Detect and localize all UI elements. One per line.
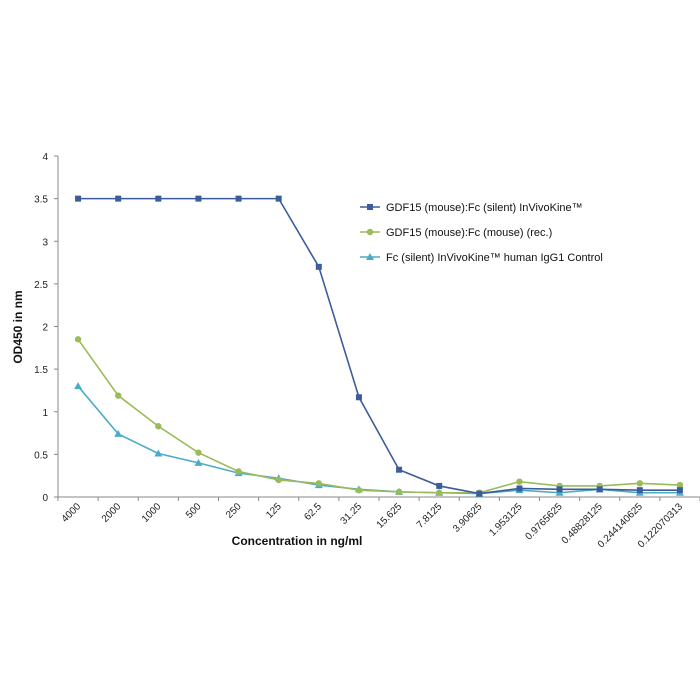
square-marker xyxy=(315,263,322,270)
triangle-marker xyxy=(74,382,83,390)
x-axis-ticks: 4000 2000 1000 500 250 125 62.5 31.25 15.625 7.81… xyxy=(57,497,700,550)
y-tick-label: 3 xyxy=(42,237,48,248)
circle-marker xyxy=(195,449,202,456)
legend-label: Fc (silent) InVivoKine™ human IgG1 Contr… xyxy=(386,252,603,264)
circle-marker xyxy=(636,480,644,487)
square-marker xyxy=(235,195,242,202)
x-tick-label: 62.5 xyxy=(302,501,324,523)
y-tick-label: 2 xyxy=(42,323,48,334)
x-tick-label: 15.625 xyxy=(375,501,405,531)
square-marker xyxy=(355,394,362,401)
series-line xyxy=(78,197,680,495)
y-tick-label: 2.5 xyxy=(34,280,48,291)
series-2 xyxy=(74,336,684,496)
x-tick-label: 0.9765625 xyxy=(523,501,565,543)
legend-label: GDF15 (mouse):Fc (mouse) (rec.) xyxy=(386,227,552,239)
circle-marker xyxy=(114,392,122,399)
y-tick-label: 1 xyxy=(42,408,48,419)
legend-item-2: GDF15 (mouse):Fc (mouse) (rec.) xyxy=(360,227,552,239)
square-marker xyxy=(476,490,483,497)
circle-marker xyxy=(275,476,282,484)
x-tick-label: 31.25 xyxy=(339,501,365,527)
triangle-marker xyxy=(194,458,203,466)
circle-marker xyxy=(395,488,403,496)
x-tick-label: 250 xyxy=(224,501,244,521)
y-tick-label: 1.5 xyxy=(34,365,48,376)
circle-marker xyxy=(315,480,323,487)
legend-label: GDF15 (mouse):Fc (silent) InVivoKine™ xyxy=(386,202,583,214)
chart-legend: GDF15 (mouse):Fc (silent) InVivoKine™ GDF… xyxy=(360,202,603,264)
circle-marker xyxy=(235,468,242,475)
circle-marker xyxy=(516,478,523,485)
x-tick-label: 4000 xyxy=(60,501,84,525)
circle-marker xyxy=(366,228,374,236)
x-tick-label: 3.90625 xyxy=(451,501,485,535)
circle-marker xyxy=(155,423,162,430)
circle-marker xyxy=(435,489,443,496)
y-axis-title: OD450 in nm xyxy=(11,290,25,363)
x-tick-label: 7.8125 xyxy=(415,501,445,531)
y-tick-label: 0 xyxy=(42,493,48,504)
square-marker xyxy=(596,486,603,493)
square-marker xyxy=(436,482,443,489)
x-tick-label: 1000 xyxy=(140,501,164,525)
series-layer xyxy=(74,195,684,497)
square-marker xyxy=(636,487,643,494)
y-axis-ticks: 0 0.5 1 1.5 2 2.5 3 3.5 4 xyxy=(34,152,58,504)
series-3 xyxy=(74,382,684,497)
x-tick-label: 500 xyxy=(184,501,204,521)
legend-item-1: GDF15 (mouse):Fc (silent) InVivoKine™ xyxy=(360,202,583,214)
x-tick-label: 1.953125 xyxy=(487,501,525,539)
circle-marker xyxy=(676,481,684,489)
square-marker xyxy=(75,195,82,202)
triangle-marker xyxy=(366,253,374,260)
series-line xyxy=(77,338,680,494)
series-1 xyxy=(75,195,683,497)
square-marker xyxy=(155,195,162,202)
series-line xyxy=(77,385,680,495)
y-tick-label: 4 xyxy=(42,152,48,163)
x-tick-label: 125 xyxy=(264,501,284,521)
square-marker xyxy=(275,195,282,202)
square-marker xyxy=(676,487,683,494)
triangle-marker xyxy=(114,429,123,437)
square-marker xyxy=(115,195,122,202)
x-tick-label: 2000 xyxy=(100,501,124,525)
triangle-marker xyxy=(154,449,163,457)
circle-marker xyxy=(74,336,82,343)
y-tick-label: 0.5 xyxy=(34,450,48,461)
square-marker xyxy=(516,485,523,492)
square-marker xyxy=(195,195,202,202)
x-axis-title: Concentration in ng/ml xyxy=(232,534,363,548)
legend-item-3: Fc (silent) InVivoKine™ human IgG1 Contr… xyxy=(360,252,603,264)
square-marker xyxy=(367,204,373,210)
square-marker xyxy=(556,486,563,493)
circle-marker xyxy=(355,486,363,494)
square-marker xyxy=(396,466,403,473)
y-tick-label: 3.5 xyxy=(34,195,48,206)
